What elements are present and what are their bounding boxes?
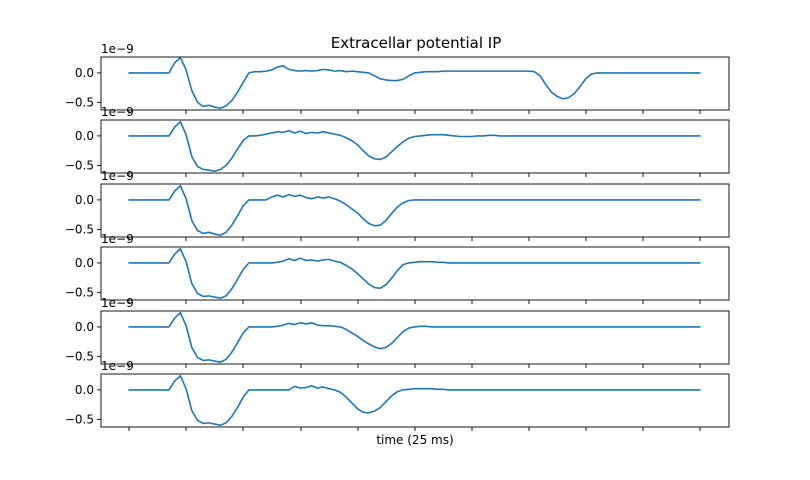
axes-frame-3 xyxy=(100,183,730,238)
series-line-3 xyxy=(128,184,701,237)
y-tick-label: −0.5 xyxy=(65,412,94,426)
y-tick-label: 0.0 xyxy=(75,320,94,334)
axes-frame-2 xyxy=(100,119,730,174)
y-tick-label: 0.0 xyxy=(75,383,94,397)
axes-frame-6 xyxy=(100,373,730,428)
y-offset-label: 1e−9 xyxy=(101,296,134,310)
panel-2: 0.0 −0.5 1e−9 xyxy=(65,105,730,177)
y-offset-label: 1e−9 xyxy=(101,42,134,56)
axes-frame-1 xyxy=(100,56,730,111)
y-tick-label: −0.5 xyxy=(65,222,94,236)
y-offset-label: 1e−9 xyxy=(101,169,134,183)
y-tick-label: 0.0 xyxy=(75,256,94,270)
panel-1: 0.0 −0.5 1e−9 xyxy=(65,42,730,114)
y-tick-label: −0.5 xyxy=(65,95,94,109)
panels: 0.0 −0.5 1e−9 0.0 −0.5 1e−9 0.0 −0.5 1e−9 0.0 −0.5… xyxy=(65,42,730,431)
chart-title: Extracellar potential IP xyxy=(331,34,502,52)
series-line-5 xyxy=(128,311,701,364)
y-offset-label: 1e−9 xyxy=(101,359,134,373)
x-axis-label: time (25 ms) xyxy=(376,433,453,447)
panel-4: 0.0 −0.5 1e−9 xyxy=(65,232,730,304)
series-line-2 xyxy=(128,120,701,173)
panel-6: 0.0 −0.5 1e−9 xyxy=(65,359,730,431)
series-line-1 xyxy=(128,56,701,110)
y-tick-label: −0.5 xyxy=(65,158,94,172)
series-line-6 xyxy=(128,374,701,427)
y-tick-label: 0.0 xyxy=(75,66,94,80)
y-tick-label: 0.0 xyxy=(75,129,94,143)
y-tick-label: −0.5 xyxy=(65,285,94,299)
axes-frame-4 xyxy=(100,246,730,301)
y-tick-label: 0.0 xyxy=(75,193,94,207)
panel-3: 0.0 −0.5 1e−9 xyxy=(65,169,730,241)
y-offset-label: 1e−9 xyxy=(101,232,134,246)
y-offset-label: 1e−9 xyxy=(101,105,134,119)
y-tick-label: −0.5 xyxy=(65,349,94,363)
panel-5: 0.0 −0.5 1e−9 xyxy=(65,296,730,368)
axes-frame-5 xyxy=(100,310,730,365)
series-line-4 xyxy=(128,247,701,300)
